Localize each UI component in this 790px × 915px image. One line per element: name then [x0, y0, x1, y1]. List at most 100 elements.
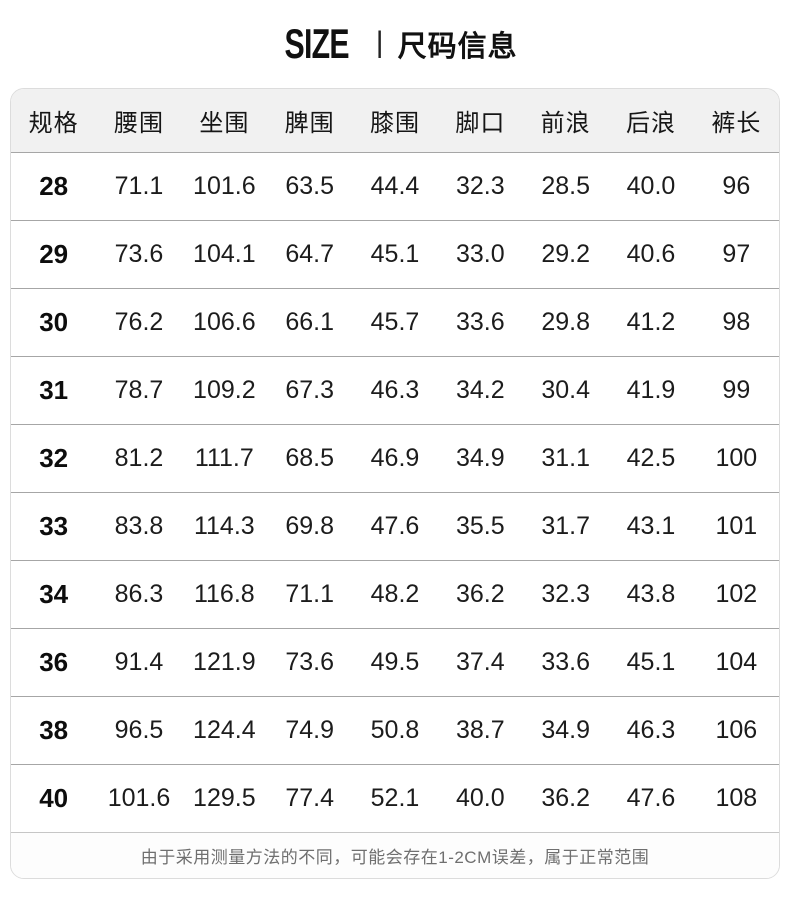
- size-table-header-row: 规格 腰围 坐围 脾围 膝围 脚口 前浪 后浪 裤长: [11, 89, 779, 153]
- measurement-cell: 97: [722, 240, 751, 268]
- title-size-english: SIZE: [284, 20, 350, 67]
- measurement-cell: 52.1: [370, 784, 420, 812]
- measurement-cell: 116.8: [193, 580, 255, 608]
- measurement-cell: 34.2: [455, 376, 505, 404]
- size-spec-cell: 32: [39, 443, 69, 473]
- measurement-cell: 96: [722, 172, 751, 200]
- measurement-cell: 38.7: [455, 716, 505, 744]
- measurement-cell: 114.3: [193, 512, 255, 540]
- size-table-footer: 由于采用测量方法的不同，可能会存在1-2CM误差，属于正常范围: [11, 833, 779, 878]
- measurement-cell: 86.3: [114, 580, 164, 608]
- measurement-cell: 29.8: [541, 308, 590, 336]
- measurement-cell: 29.2: [541, 240, 590, 268]
- measurement-cell: 31.1: [541, 444, 590, 472]
- measurement-cell: 104: [715, 648, 758, 676]
- column-header: 腰围: [113, 110, 164, 137]
- measurement-cell: 46.3: [370, 376, 420, 404]
- measurement-cell: 73.6: [285, 648, 334, 676]
- measurement-cell: 76.2: [114, 308, 164, 336]
- measurement-cell: 47.6: [370, 512, 420, 540]
- measurement-cell: 102: [715, 580, 758, 608]
- table-row: 28 71.1 101.6 63.5 44.4 32.3 28.5 40.0 96: [11, 153, 779, 221]
- table-row: 32 81.2 111.7 68.5 46.9 34.9 31.1 42.5 100: [11, 425, 779, 493]
- measurement-tolerance-note: 由于采用测量方法的不同，可能会存在1-2CM误差，属于正常范围: [140, 848, 650, 867]
- size-spec-cell: 36: [39, 647, 69, 677]
- measurement-cell: 30.4: [541, 376, 590, 404]
- measurement-cell: 44.4: [370, 172, 420, 200]
- column-header: 膝围: [369, 110, 420, 137]
- table-row: 40 101.6 129.5 77.4 52.1 40.0 36.2 47.6 108: [11, 765, 779, 833]
- measurement-cell: 33.6: [541, 648, 590, 676]
- table-row: 33 83.8 114.3 69.8 47.6 35.5 31.7 43.1 101: [11, 493, 779, 561]
- size-table-body: 28 71.1 101.6 63.5 44.4 32.3 28.5 40.0 96 29 73.6 1…: [11, 153, 779, 833]
- measurement-cell: 50.8: [370, 716, 420, 744]
- measurement-cell: 46.3: [626, 716, 676, 744]
- measurement-cell: 40.0: [626, 172, 676, 200]
- measurement-cell: 32.3: [455, 172, 505, 200]
- measurement-cell: 37.4: [455, 648, 505, 676]
- size-spec-cell: 34: [39, 579, 69, 609]
- measurement-cell: 41.2: [626, 308, 676, 336]
- measurement-cell: 99: [722, 376, 751, 404]
- measurement-cell: 124.4: [193, 716, 256, 744]
- measurement-cell: 41.9: [626, 376, 676, 404]
- measurement-cell: 81.2: [114, 444, 164, 472]
- size-spec-cell: 33: [39, 511, 69, 541]
- measurement-cell: 42.5: [626, 444, 676, 472]
- measurement-cell: 35.5: [455, 512, 505, 540]
- measurement-cell: 64.7: [285, 240, 334, 268]
- column-header: 后浪: [625, 110, 676, 137]
- measurement-cell: 101: [715, 512, 758, 540]
- measurement-cell: 63.5: [285, 172, 334, 200]
- size-chart-table: 规格 腰围 坐围 脾围 膝围 脚口 前浪 后浪 裤长 28 71.1 101.6 63.5 44.4 32…: [10, 88, 780, 879]
- measurement-cell: 101.6: [107, 784, 171, 812]
- measurement-cell: 34.9: [455, 444, 505, 472]
- measurement-cell: 106.6: [193, 308, 256, 336]
- size-spec-cell: 38: [39, 715, 69, 745]
- title-divider-bar: |: [375, 26, 384, 59]
- table-row: 36 91.4 121.9 73.6 49.5 37.4 33.6 45.1 104: [11, 629, 779, 697]
- page-title: SIZE | 尺码信息: [0, 0, 790, 88]
- measurement-cell: 45.7: [370, 308, 420, 336]
- column-header: 脾围: [284, 110, 335, 137]
- column-header: 脚口: [455, 110, 506, 137]
- measurement-cell: 49.5: [370, 648, 420, 676]
- measurement-cell: 36.2: [455, 580, 505, 608]
- measurement-cell: 111.7: [194, 444, 254, 472]
- measurement-cell: 129.5: [193, 784, 256, 812]
- measurement-cell: 45.1: [370, 240, 420, 268]
- measurement-cell: 98: [722, 308, 751, 336]
- measurement-cell: 83.8: [114, 512, 164, 540]
- measurement-cell: 40.6: [626, 240, 676, 268]
- column-header: 规格: [28, 110, 79, 137]
- measurement-cell: 78.7: [114, 376, 164, 404]
- size-spec-cell: 29: [39, 239, 69, 269]
- measurement-cell: 47.6: [626, 784, 676, 812]
- measurement-cell: 101.6: [193, 172, 256, 200]
- table-row: 38 96.5 124.4 74.9 50.8 38.7 34.9 46.3 106: [11, 697, 779, 765]
- measurement-cell: 40.0: [455, 784, 505, 812]
- measurement-cell: 68.5: [285, 444, 334, 472]
- measurement-cell: 46.9: [370, 444, 420, 472]
- measurement-cell: 71.1: [285, 580, 334, 608]
- column-header: 前浪: [540, 110, 591, 137]
- measurement-cell: 121.9: [193, 648, 256, 676]
- measurement-cell: 71.1: [114, 172, 164, 200]
- measurement-cell: 32.3: [541, 580, 590, 608]
- measurement-cell: 33.6: [455, 308, 505, 336]
- measurement-cell: 48.2: [370, 580, 420, 608]
- measurement-cell: 34.9: [541, 716, 590, 744]
- measurement-cell: 74.9: [285, 716, 334, 744]
- table-row: 30 76.2 106.6 66.1 45.7 33.6 29.8 41.2 98: [11, 289, 779, 357]
- size-spec-cell: 40: [39, 783, 69, 813]
- measurement-cell: 77.4: [285, 784, 334, 812]
- size-spec-cell: 28: [39, 171, 69, 201]
- measurement-cell: 100: [715, 444, 758, 472]
- measurement-cell: 96.5: [114, 716, 164, 744]
- column-header: 裤长: [711, 110, 762, 137]
- title-size-chinese: 尺码信息: [397, 31, 518, 63]
- table-row: 29 73.6 104.1 64.7 45.1 33.0 29.2 40.6 97: [11, 221, 779, 289]
- table-row: 31 78.7 109.2 67.3 46.3 34.2 30.4 41.9 99: [11, 357, 779, 425]
- measurement-cell: 104.1: [193, 240, 256, 268]
